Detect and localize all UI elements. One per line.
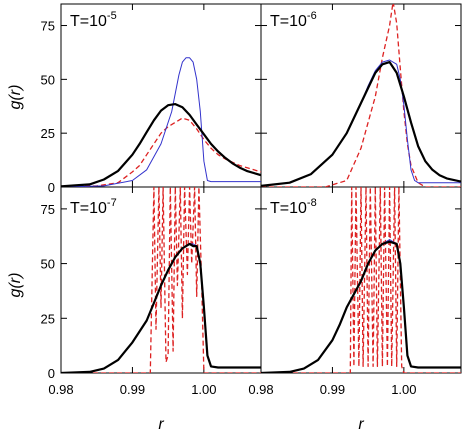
x-tick-label: 0.99: [320, 382, 345, 397]
y-tick-label: 25: [41, 126, 55, 141]
y-tick-label: 25: [41, 311, 55, 326]
x-tick-label: 0.98: [248, 382, 273, 397]
y-axis-title-bottom: g(r): [7, 273, 24, 298]
series-red-t7: [61, 187, 261, 373]
x-axis-title-left: r: [158, 416, 164, 433]
y-tick-label: 50: [41, 72, 55, 87]
x-tick-label: 1.00: [391, 382, 416, 397]
panel-label-t5: T=10-5: [70, 10, 117, 30]
series-blue-t5: [61, 57, 261, 187]
y-tick-label: 0: [48, 366, 55, 381]
y-tick-label: 50: [41, 257, 55, 272]
x-tick-label: 0.98: [48, 382, 73, 397]
panel-frame-t5: [60, 3, 262, 188]
series-black-t8: [261, 240, 461, 373]
series-black-t5: [61, 102, 261, 187]
x-axis-title-right: r: [358, 416, 364, 433]
series-red-t6: [261, 4, 461, 187]
panel-frame-t6: [260, 3, 462, 188]
series-red-t8: [261, 187, 461, 373]
panel-label-t6: T=10-6: [270, 10, 317, 30]
y-axis-title-top: g(r): [7, 85, 24, 110]
y-tick-label: 75: [41, 202, 55, 217]
series-layer: [61, 4, 461, 373]
series-black-t7: [61, 242, 261, 373]
series-black-t6: [261, 60, 461, 187]
series-blue-t8: [261, 239, 461, 373]
x-tick-label: 0.99: [120, 382, 145, 397]
series-red-t5: [61, 117, 261, 187]
panel-label-t8: T=10-8: [270, 197, 317, 217]
y-tick-label: 0: [48, 180, 55, 195]
series-blue-t7: [61, 243, 261, 373]
y-tick-label: 75: [41, 19, 55, 34]
x-tick-label: 1.00: [191, 382, 216, 397]
panel-label-t7: T=10-7: [70, 197, 117, 217]
